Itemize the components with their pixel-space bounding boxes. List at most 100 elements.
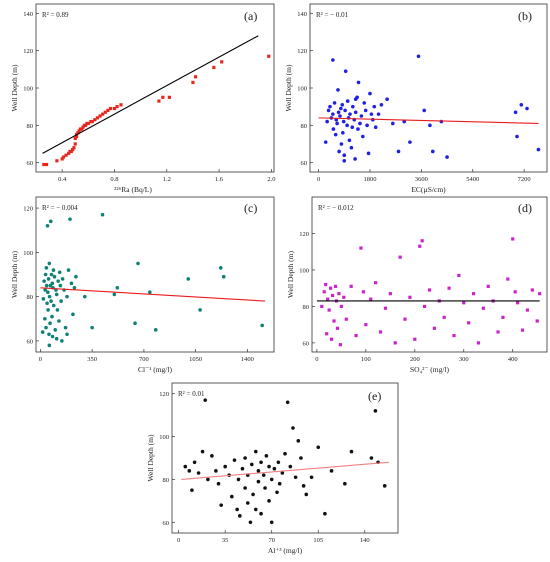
data-point — [516, 301, 520, 305]
data-point — [343, 481, 347, 486]
r-squared-annotation: R² = − 0.01 — [316, 11, 349, 19]
data-point — [42, 279, 46, 283]
y-tick-label: 120 — [23, 48, 33, 55]
x-tick-label: 0.4 — [58, 176, 67, 183]
data-point — [65, 332, 69, 337]
data-point — [275, 490, 279, 495]
data-point — [329, 337, 334, 341]
data-point — [511, 237, 515, 241]
data-point — [267, 499, 271, 503]
data-point — [69, 281, 74, 286]
y-tick-label: 100 — [23, 86, 33, 93]
data-point — [212, 65, 216, 70]
data-point — [361, 134, 365, 139]
data-point — [535, 319, 539, 323]
data-point — [191, 80, 195, 84]
data-point — [538, 292, 542, 296]
data-point — [108, 106, 113, 111]
chart-panel-5: 0 35 70 105 140 60 80 100 120 Well Depth (m) Al⁺³ … — [146, 382, 399, 555]
y-tick-label: 120 — [297, 48, 307, 55]
data-point — [383, 306, 388, 310]
data-point — [66, 268, 71, 272]
data-point — [462, 301, 466, 305]
data-point — [53, 328, 58, 332]
data-point — [100, 212, 105, 217]
data-point — [267, 54, 271, 58]
data-point — [103, 110, 107, 114]
data-point — [243, 456, 247, 460]
data-point — [187, 469, 192, 473]
data-point — [365, 123, 369, 128]
data-point — [50, 281, 55, 286]
data-point — [44, 266, 49, 270]
r-squared-annotation: R² = 0.89 — [42, 11, 69, 19]
data-point — [41, 297, 46, 301]
data-point — [326, 297, 330, 301]
data-point — [501, 315, 505, 319]
data-point — [356, 127, 360, 131]
data-point — [330, 293, 335, 298]
data-point — [345, 99, 350, 103]
data-point — [335, 121, 339, 126]
data-point — [481, 306, 485, 310]
plot-frame — [35, 196, 275, 353]
x-tick-label: 300 — [459, 356, 469, 363]
y-tick-label: 120 — [23, 206, 33, 213]
data-point — [61, 155, 66, 159]
data-point — [112, 292, 117, 297]
y-tick-label: 60 — [27, 338, 34, 345]
data-point — [347, 138, 352, 143]
data-point — [50, 314, 54, 319]
x-tick-label: 1050 — [189, 356, 202, 363]
data-point — [338, 114, 342, 118]
chart-panel-1: 0.4 0.8 1.2 1.6 2.0 60 80 100 120 140 Well Depth (… — [10, 3, 275, 194]
y-tick-label: 80 — [301, 123, 308, 130]
data-point — [353, 97, 358, 101]
data-point — [82, 294, 87, 299]
data-point — [373, 125, 378, 129]
data-point — [372, 104, 377, 109]
x-tick-label: 1800 — [363, 176, 376, 183]
chart-panel-3: 0 350 700 1050 1400 60 80 100 120 Well Depth (m) C… — [10, 196, 275, 374]
data-point — [332, 101, 337, 105]
data-point — [520, 328, 525, 332]
data-point — [513, 110, 518, 115]
data-point — [153, 328, 158, 332]
data-point — [47, 261, 52, 266]
data-point — [48, 321, 52, 326]
y-tick-label: 100 — [159, 434, 169, 441]
data-point — [269, 520, 274, 525]
x-tick-label: 0 — [317, 176, 320, 183]
data-point — [457, 273, 461, 278]
x-tick-label: 7200 — [518, 176, 531, 183]
data-point — [359, 246, 363, 250]
data-point — [58, 283, 63, 288]
data-point — [115, 285, 120, 290]
data-point — [203, 398, 208, 402]
data-point — [476, 341, 481, 345]
data-point — [408, 140, 412, 144]
x-tick-label: 1.6 — [215, 176, 224, 183]
y-axis-label: Well Depth (m) — [284, 64, 293, 111]
data-point — [344, 317, 348, 321]
chart-panel-2: 0 1800 3600 5400 7200 60 80 100 120 140 Well Depth… — [284, 3, 548, 194]
data-point — [51, 268, 56, 272]
x-tick-label: 35 — [222, 537, 229, 544]
x-tick-label: 350 — [87, 356, 97, 363]
data-point — [106, 108, 110, 112]
y-tick-label: 60 — [301, 160, 308, 167]
data-point — [418, 244, 422, 248]
data-point — [45, 223, 50, 228]
data-point — [240, 466, 245, 471]
data-point — [363, 108, 368, 113]
data-point — [519, 103, 524, 107]
data-point — [285, 400, 290, 405]
data-point — [530, 288, 534, 292]
data-point — [339, 304, 343, 309]
data-point — [376, 112, 381, 116]
data-point — [196, 471, 201, 475]
data-point — [329, 469, 334, 473]
data-point — [536, 147, 541, 152]
data-point — [74, 134, 79, 139]
data-point — [264, 454, 269, 458]
